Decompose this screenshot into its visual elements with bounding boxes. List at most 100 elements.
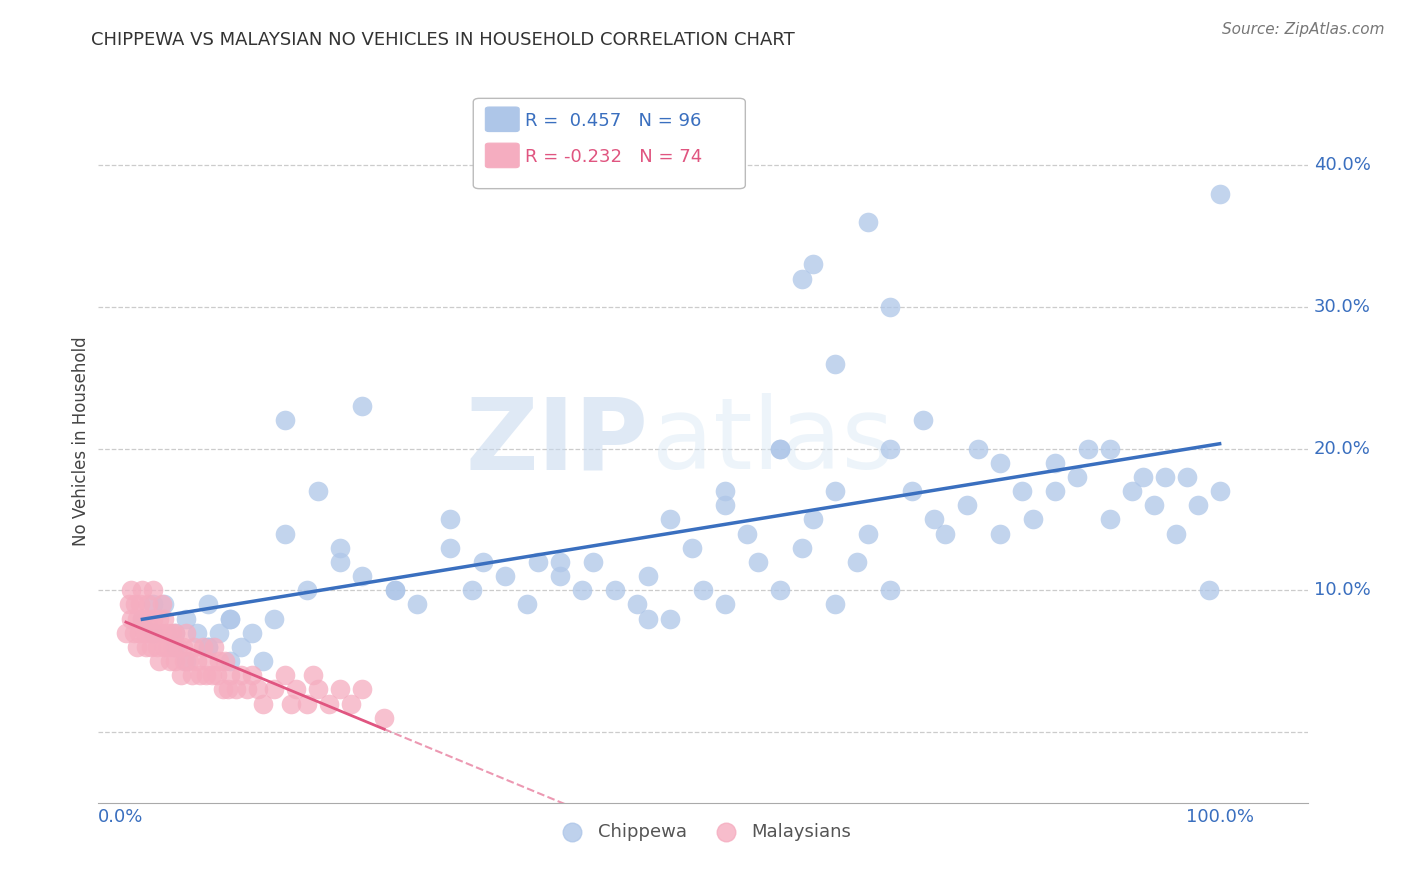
- Point: [148, 612, 170, 626]
- Point: [225, 682, 247, 697]
- Text: CHIPPEWA VS MALAYSIAN NO VEHICLES IN HOUSEHOLD CORRELATION CHART: CHIPPEWA VS MALAYSIAN NO VEHICLES IN HOU…: [91, 31, 796, 49]
- Point: [208, 654, 231, 668]
- Point: [170, 668, 193, 682]
- Point: [180, 668, 202, 682]
- Point: [1022, 512, 1045, 526]
- FancyBboxPatch shape: [485, 143, 519, 168]
- FancyBboxPatch shape: [485, 107, 519, 132]
- Text: 40.0%: 40.0%: [1313, 156, 1371, 174]
- Point: [824, 484, 846, 499]
- Text: Source: ZipAtlas.com: Source: ZipAtlas.com: [1222, 22, 1385, 37]
- Point: [118, 598, 141, 612]
- Point: [956, 498, 979, 512]
- Point: [166, 640, 188, 654]
- Point: [548, 569, 571, 583]
- Text: ZIP: ZIP: [465, 393, 648, 490]
- Point: [856, 215, 879, 229]
- Point: [659, 512, 682, 526]
- Text: 30.0%: 30.0%: [1313, 298, 1371, 316]
- Point: [124, 598, 146, 612]
- Point: [141, 640, 163, 654]
- Point: [122, 625, 145, 640]
- Point: [176, 654, 198, 668]
- Point: [297, 583, 319, 598]
- Point: [301, 668, 323, 682]
- Point: [202, 640, 225, 654]
- Point: [1175, 470, 1198, 484]
- Point: [494, 569, 516, 583]
- Point: [162, 640, 184, 654]
- Point: [231, 640, 253, 654]
- Point: [173, 654, 195, 668]
- Point: [176, 625, 198, 640]
- Point: [219, 612, 242, 626]
- Point: [136, 612, 159, 626]
- Point: [183, 640, 205, 654]
- Point: [197, 654, 219, 668]
- Point: [352, 569, 374, 583]
- Point: [128, 625, 150, 640]
- Point: [879, 583, 901, 598]
- Point: [159, 654, 181, 668]
- Point: [626, 598, 648, 612]
- Point: [115, 625, 138, 640]
- Point: [120, 583, 142, 598]
- Point: [1098, 512, 1121, 526]
- Point: [922, 512, 945, 526]
- Point: [142, 612, 165, 626]
- Point: [747, 555, 769, 569]
- Point: [1164, 526, 1187, 541]
- Point: [280, 697, 302, 711]
- Point: [1143, 498, 1166, 512]
- Point: [252, 697, 274, 711]
- Point: [307, 682, 329, 697]
- Text: 10.0%: 10.0%: [1313, 582, 1371, 599]
- Point: [1077, 442, 1099, 456]
- Point: [263, 682, 285, 697]
- Point: [246, 682, 269, 697]
- Point: [548, 555, 571, 569]
- Point: [274, 526, 297, 541]
- Point: [135, 640, 157, 654]
- Point: [274, 668, 297, 682]
- Y-axis label: No Vehicles in Household: No Vehicles in Household: [72, 336, 90, 547]
- Point: [384, 583, 406, 598]
- Point: [219, 668, 242, 682]
- Point: [285, 682, 308, 697]
- Point: [142, 598, 165, 612]
- Point: [439, 512, 461, 526]
- Point: [165, 625, 187, 640]
- Point: [125, 640, 148, 654]
- Point: [252, 654, 274, 668]
- Point: [714, 498, 737, 512]
- Point: [988, 526, 1011, 541]
- Point: [352, 399, 374, 413]
- Point: [790, 541, 813, 555]
- Point: [197, 640, 219, 654]
- Text: R =  0.457   N = 96: R = 0.457 N = 96: [526, 112, 702, 129]
- Point: [142, 625, 165, 640]
- Point: [186, 654, 208, 668]
- Point: [582, 555, 605, 569]
- Point: [240, 625, 263, 640]
- Point: [219, 654, 242, 668]
- Point: [236, 682, 259, 697]
- Point: [120, 612, 142, 626]
- Point: [172, 640, 194, 654]
- Point: [681, 541, 703, 555]
- Point: [231, 668, 253, 682]
- Point: [263, 612, 285, 626]
- Point: [472, 555, 495, 569]
- Point: [603, 583, 626, 598]
- Point: [297, 697, 319, 711]
- Point: [384, 583, 406, 598]
- Point: [214, 654, 236, 668]
- Point: [125, 612, 148, 626]
- Point: [769, 442, 792, 456]
- Point: [769, 583, 792, 598]
- Point: [131, 612, 153, 626]
- Point: [195, 668, 218, 682]
- Point: [461, 583, 484, 598]
- Point: [406, 598, 429, 612]
- Point: [201, 668, 224, 682]
